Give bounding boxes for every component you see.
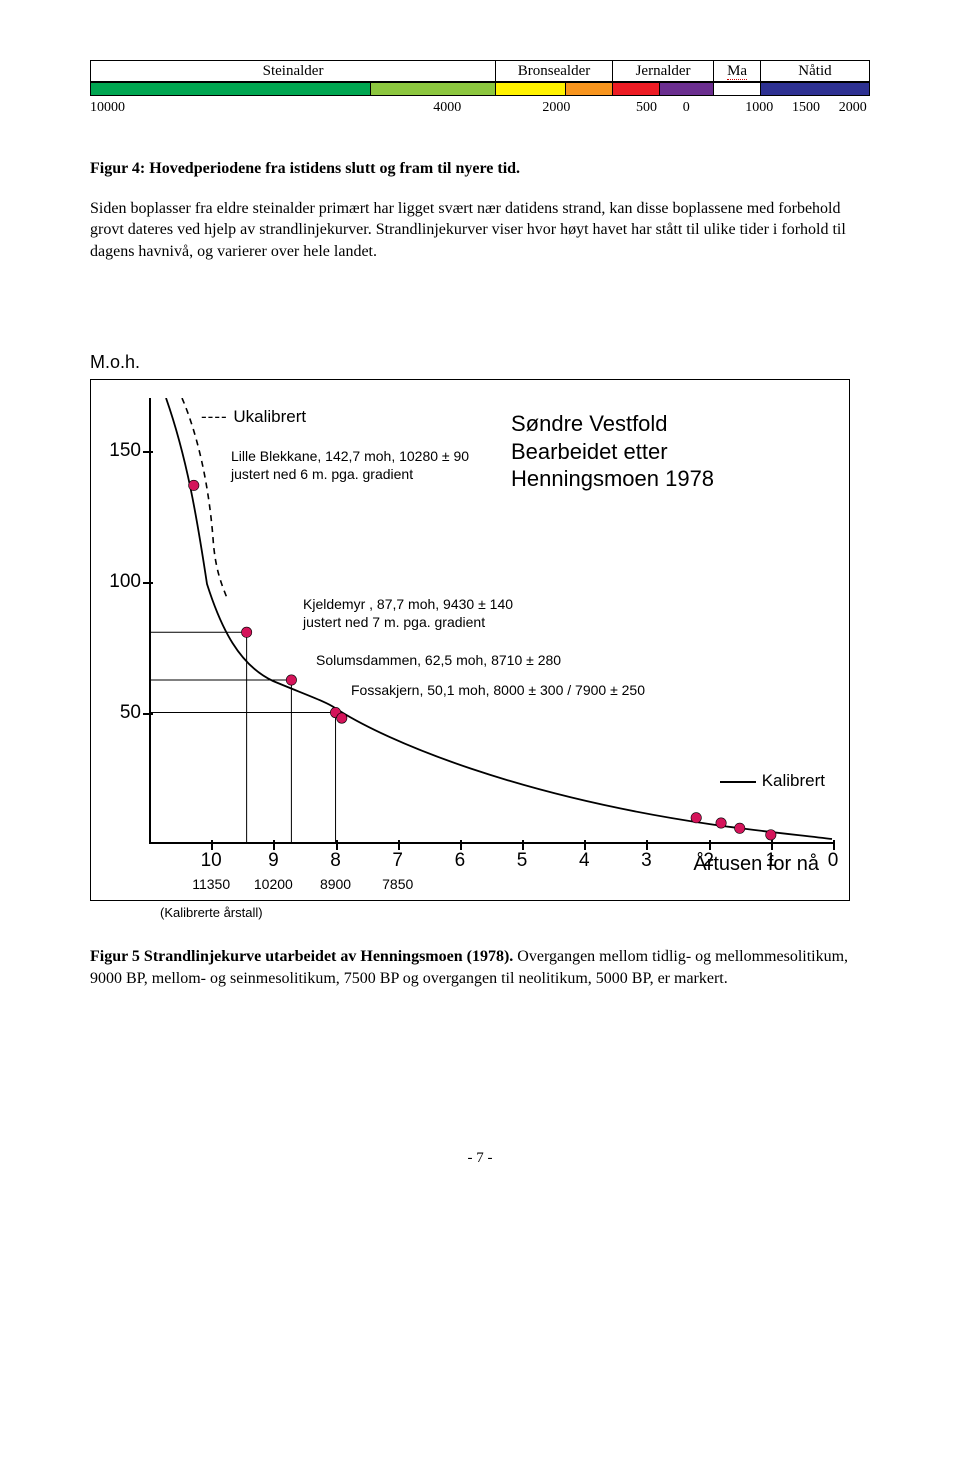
timeline-year-label: 0 xyxy=(683,100,690,116)
timeline-color-cell xyxy=(371,83,496,96)
timeline-header-cell: Nåtid xyxy=(760,61,869,82)
body-paragraph: Siden boplasser fra eldre steinalder pri… xyxy=(90,198,870,263)
timeline-header-row: SteinalderBronsealderJernalderMaNåtid xyxy=(90,60,870,82)
timeline-year-label: 4000 xyxy=(433,100,461,116)
timeline-color-cell xyxy=(612,83,659,96)
data-point xyxy=(691,813,701,823)
figure-4-caption: Figur 4: Hovedperiodene fra istidens slu… xyxy=(90,158,870,180)
data-point xyxy=(286,675,296,685)
timeline-figure: SteinalderBronsealderJernalderMaNåtid 10… xyxy=(90,60,870,118)
timeline-color-cell xyxy=(659,83,714,96)
y-tick-label: 50 xyxy=(101,702,141,724)
chart-svg xyxy=(149,398,833,844)
timeline-year-label: 500 xyxy=(636,100,657,116)
timeline-color-cell xyxy=(760,83,869,96)
figure-5-chart: M.o.h. 50100150 012345677850889009102001… xyxy=(90,352,870,920)
page-number: - 7 - xyxy=(90,1150,870,1167)
figure-4-caption-bold: Figur 4: Hovedperiodene fra istidens slu… xyxy=(90,160,520,177)
data-point xyxy=(716,818,726,828)
data-point xyxy=(766,830,776,840)
timeline-color-cell xyxy=(714,83,761,96)
chart-frame: 50100150 012345677850889009102001011350 … xyxy=(90,379,850,901)
x-tick-cal-label: 11350 xyxy=(186,876,236,892)
x-tick-label: 6 xyxy=(445,850,475,872)
x-tick-label: 5 xyxy=(507,850,537,872)
timeline-year-label: 1000 xyxy=(745,100,773,116)
x-tick xyxy=(833,840,835,850)
timeline-header-cell: Steinalder xyxy=(91,61,496,82)
timeline-header-cell: Bronsealder xyxy=(496,61,613,82)
y-tick-label: 100 xyxy=(101,571,141,593)
x-tick-label: 7 xyxy=(383,850,413,872)
x-tick-label: 9 xyxy=(258,850,288,872)
data-point xyxy=(241,627,251,637)
timeline-color-cell xyxy=(566,83,613,96)
y-tick-label: 150 xyxy=(101,440,141,462)
data-point xyxy=(189,481,199,491)
x-tick-label: 3 xyxy=(631,850,661,872)
x-tick-label: 8 xyxy=(321,850,351,872)
calibrated-footnote: (Kalibrerte årstall) xyxy=(160,905,870,920)
y-axis-title: M.o.h. xyxy=(90,352,870,373)
x-tick-label: 0 xyxy=(818,850,848,872)
x-tick-cal-label: 10200 xyxy=(248,876,298,892)
timeline-year-label: 2000 xyxy=(542,100,570,116)
timeline-year-label: 10000 xyxy=(90,100,125,116)
figure-5-caption: Figur 5 Strandlinjekurve utarbeidet av H… xyxy=(90,946,870,989)
x-tick-label: 4 xyxy=(569,850,599,872)
timeline-header-cell: Ma xyxy=(714,61,761,82)
figure-5-caption-bold: Figur 5 Strandlinjekurve utarbeidet av H… xyxy=(90,948,513,965)
timeline-year-scale: 10000 4000 2000 500 0 1000 1500 2000 xyxy=(90,100,870,118)
x-axis-title: Årtusen for nå xyxy=(693,853,819,876)
data-point xyxy=(337,713,347,723)
timeline-color-row xyxy=(90,82,870,96)
data-point xyxy=(735,823,745,833)
timeline-color-cell xyxy=(91,83,371,96)
timeline-header-cell: Jernalder xyxy=(612,61,713,82)
x-tick-cal-label: 8900 xyxy=(311,876,361,892)
timeline-year-label: 1500 xyxy=(792,100,820,116)
x-tick-cal-label: 7850 xyxy=(373,876,423,892)
x-tick-label: 10 xyxy=(196,850,226,872)
timeline-year-label: 2000 xyxy=(839,100,867,116)
timeline-color-cell xyxy=(496,83,566,96)
